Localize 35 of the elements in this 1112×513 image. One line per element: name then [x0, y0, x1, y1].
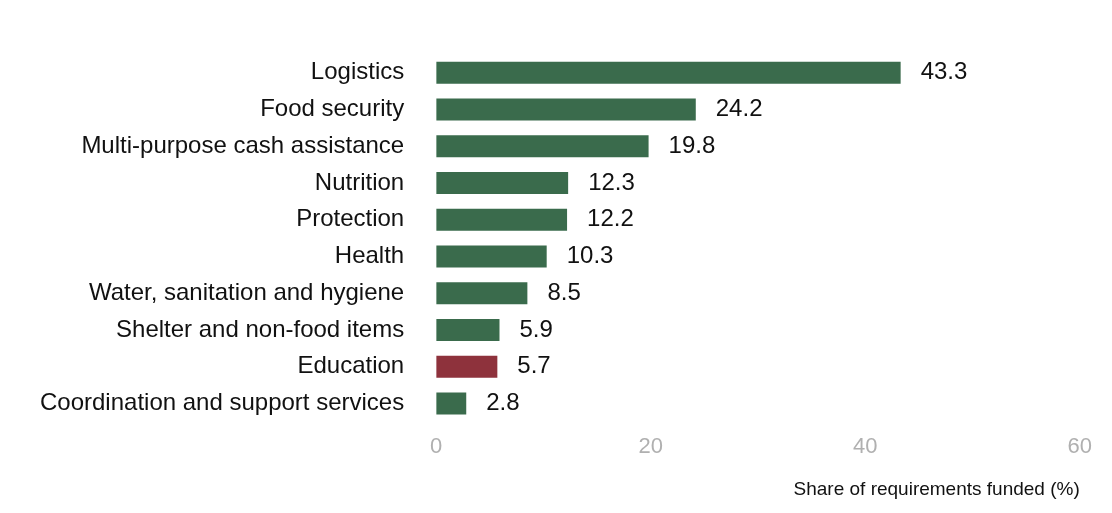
data-label: 24.2: [715, 94, 763, 122]
bar: [436, 98, 696, 121]
bar: [436, 318, 500, 341]
bar: [436, 208, 568, 231]
data-label: 12.2: [587, 204, 634, 232]
data-label: 43.3: [920, 57, 968, 85]
x-tick-label: 40: [853, 433, 878, 459]
x-axis-title: Share of requirements funded (%): [793, 477, 1080, 499]
data-label: 2.8: [486, 388, 520, 416]
y-tick-label: Nutrition: [314, 167, 405, 195]
y-tick-label: Coordination and support services: [39, 388, 405, 416]
y-tick-label: Shelter and non-food items: [116, 314, 405, 342]
data-label: 10.3: [566, 241, 614, 269]
x-tick-label: 0: [430, 433, 443, 459]
y-tick-label: Water, sanitation and hygiene: [88, 277, 405, 305]
data-label: 5.9: [519, 314, 553, 342]
bar: [436, 171, 569, 195]
y-tick-label: Food security: [260, 94, 405, 122]
y-tick-label: Education: [297, 351, 405, 379]
y-tick-label: Protection: [296, 204, 405, 232]
bar: [436, 355, 498, 378]
y-tick-label: Multi-purpose cash assistance: [81, 130, 405, 158]
bar: [436, 282, 528, 305]
bar: [436, 61, 901, 84]
y-tick-label: Health: [334, 241, 405, 269]
x-tick-label: 60: [1067, 433, 1093, 459]
data-label: 5.7: [517, 351, 551, 379]
bar: [436, 135, 649, 158]
y-tick-label: Logistics: [310, 57, 405, 85]
bar: [436, 245, 547, 268]
data-label: 19.8: [668, 130, 716, 158]
data-label: 8.5: [547, 277, 581, 305]
bar: [436, 392, 467, 415]
x-tick-label: 20: [638, 433, 663, 459]
data-label: 12.3: [588, 167, 635, 195]
